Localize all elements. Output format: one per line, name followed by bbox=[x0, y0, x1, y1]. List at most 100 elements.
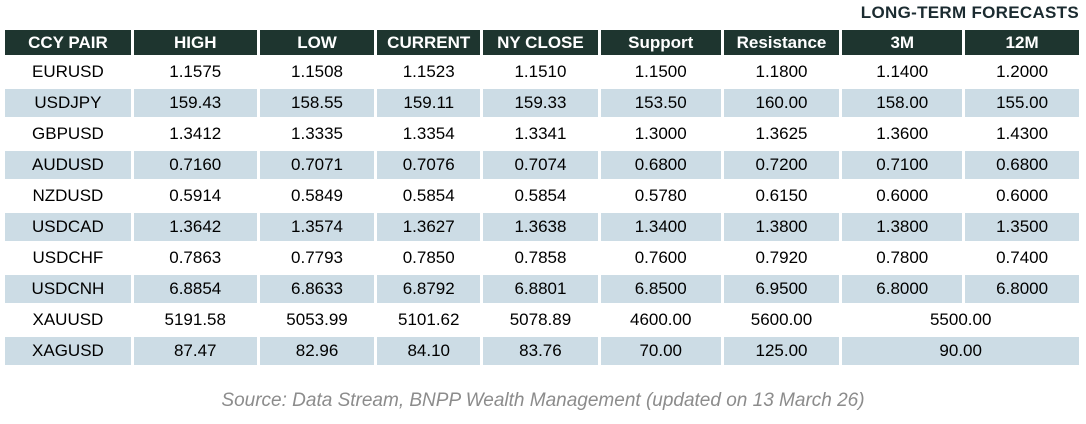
forecast-3m-cell: 0.6000 bbox=[876, 186, 929, 205]
current-cell: 0.7850 bbox=[402, 248, 455, 267]
high-cell: 5191.58 bbox=[164, 310, 226, 329]
forecast-12m-cell: 0.7400 bbox=[996, 248, 1049, 267]
table-row-gbpusd: GBPUSD 1.3412 1.3335 1.3354 1.3341 1.3000 1.36… bbox=[5, 120, 1079, 148]
column-header-12m: 12M bbox=[965, 30, 1079, 55]
column-header-resistance: Resistance bbox=[723, 30, 840, 55]
support-cell: 0.6800 bbox=[600, 151, 721, 179]
column-header-ny-close: NY CLOSE bbox=[483, 30, 598, 55]
ccy-pair-cell: XAUUSD bbox=[32, 310, 104, 329]
low-cell: 158.55 bbox=[259, 89, 375, 117]
ccy-pair-cell: USDJPY bbox=[5, 89, 131, 117]
forecast-merged-cell: 90.00 bbox=[842, 337, 1079, 365]
table-row-usdcad: USDCAD 1.3642 1.3574 1.3627 1.3638 1.3400 1.38… bbox=[5, 213, 1079, 241]
ccy-pair-cell: USDCNH bbox=[5, 275, 131, 303]
table-row-nzdusd: NZDUSD 0.5914 0.5849 0.5854 0.5854 0.5780 0.61… bbox=[5, 182, 1079, 210]
ccy-pair-cell: AUDUSD bbox=[5, 151, 131, 179]
high-cell: 1.1575 bbox=[169, 62, 222, 81]
resistance-cell: 0.6150 bbox=[755, 186, 808, 205]
ccy-pair-cell: EURUSD bbox=[32, 62, 104, 81]
high-cell: 6.8854 bbox=[133, 275, 257, 303]
ny-close-cell: 159.33 bbox=[483, 89, 598, 117]
current-cell: 0.5854 bbox=[402, 186, 455, 205]
support-cell: 0.5780 bbox=[634, 186, 687, 205]
low-cell: 6.8633 bbox=[259, 275, 375, 303]
column-header-low: LOW bbox=[259, 30, 375, 55]
high-cell: 1.3412 bbox=[169, 124, 222, 143]
forecast-12m-cell: 0.6000 bbox=[996, 186, 1049, 205]
resistance-cell: 5600.00 bbox=[750, 310, 813, 329]
table-row-usdjpy: USDJPY 159.43 158.55 159.11 159.33 153.50 160.… bbox=[5, 89, 1079, 117]
table-row-xagusd: XAGUSD 87.47 82.96 84.10 83.76 70.00 125.00 90.… bbox=[5, 337, 1079, 365]
current-cell: 1.1523 bbox=[402, 62, 455, 81]
ny-close-cell: 5078.89 bbox=[509, 310, 572, 329]
ny-close-cell: 6.8801 bbox=[483, 275, 598, 303]
high-cell: 0.7160 bbox=[133, 151, 257, 179]
current-cell: 1.3354 bbox=[402, 124, 455, 143]
ny-close-cell: 0.7858 bbox=[514, 248, 567, 267]
support-cell: 153.50 bbox=[600, 89, 721, 117]
forecast-12m-cell: 1.4300 bbox=[996, 124, 1049, 143]
forecast-12m-cell: 1.3500 bbox=[965, 213, 1079, 241]
support-cell: 70.00 bbox=[600, 337, 721, 365]
forecast-3m-cell: 158.00 bbox=[842, 89, 963, 117]
table-header: CCY PAIR HIGH LOW CURRENT NY CLOSE Suppo… bbox=[5, 30, 1079, 55]
support-cell: 6.8500 bbox=[600, 275, 721, 303]
forecast-12m-cell: 1.2000 bbox=[996, 62, 1049, 81]
low-cell: 1.1508 bbox=[291, 62, 344, 81]
current-cell: 0.7076 bbox=[377, 151, 481, 179]
forecast-3m-cell: 0.7800 bbox=[876, 248, 929, 267]
high-cell: 0.7863 bbox=[169, 248, 222, 267]
forecast-3m-cell: 0.7100 bbox=[842, 151, 963, 179]
low-cell: 0.7071 bbox=[259, 151, 375, 179]
ny-close-cell: 0.7074 bbox=[483, 151, 598, 179]
resistance-cell: 1.3625 bbox=[755, 124, 808, 143]
table-row-audusd: AUDUSD 0.7160 0.7071 0.7076 0.7074 0.6800 0.72… bbox=[5, 151, 1079, 179]
forecast-merged-cell: 5500.00 bbox=[929, 310, 992, 329]
table-row-usdcnh: USDCNH 6.8854 6.8633 6.8792 6.8801 6.8500 6.95… bbox=[5, 275, 1079, 303]
column-header-current: CURRENT bbox=[377, 30, 481, 55]
current-cell: 84.10 bbox=[377, 337, 481, 365]
ny-close-cell: 1.1510 bbox=[514, 62, 567, 81]
current-cell: 5101.62 bbox=[398, 310, 460, 329]
low-cell: 82.96 bbox=[259, 337, 375, 365]
forecast-12m-cell: 6.8000 bbox=[965, 275, 1079, 303]
high-cell: 1.3642 bbox=[133, 213, 257, 241]
forecast-3m-cell: 1.3800 bbox=[842, 213, 963, 241]
long-term-forecasts-label: LONG-TERM FORECASTS bbox=[860, 3, 1079, 22]
support-cell: 1.1500 bbox=[634, 62, 687, 81]
forecast-12m-cell: 155.00 bbox=[965, 89, 1079, 117]
source-note: Source: Data Stream, BNPP Wealth Managem… bbox=[221, 390, 865, 411]
low-cell: 1.3574 bbox=[259, 213, 375, 241]
resistance-cell: 160.00 bbox=[723, 89, 840, 117]
forecast-12m-cell: 0.6800 bbox=[965, 151, 1079, 179]
resistance-cell: 1.3800 bbox=[723, 213, 840, 241]
current-cell: 159.11 bbox=[377, 89, 481, 117]
table-row-eurusd: EURUSD 1.1575 1.1508 1.1523 1.1510 1.1500 1.18… bbox=[5, 58, 1079, 86]
column-header-high: HIGH bbox=[133, 30, 257, 55]
ccy-pair-cell: USDCAD bbox=[5, 213, 131, 241]
table-row-usdchf: USDCHF 0.7863 0.7793 0.7850 0.7858 0.7600 0.79… bbox=[5, 244, 1079, 272]
ccy-pair-cell: USDCHF bbox=[32, 248, 104, 267]
table-row-xauusd: XAUUSD 5191.58 5053.99 5101.62 5078.89 4600.0… bbox=[5, 306, 1079, 334]
forecast-3m-cell: 1.3600 bbox=[876, 124, 929, 143]
column-header-support: Support bbox=[600, 30, 721, 55]
support-cell: 0.7600 bbox=[634, 248, 687, 267]
current-cell: 6.8792 bbox=[377, 275, 481, 303]
low-cell: 5053.99 bbox=[286, 310, 348, 329]
high-cell: 87.47 bbox=[133, 337, 257, 365]
column-header-3m: 3M bbox=[842, 30, 963, 55]
resistance-cell: 0.7920 bbox=[755, 248, 808, 267]
support-cell: 1.3000 bbox=[634, 124, 687, 143]
table-body: EURUSD 1.1575 1.1508 1.1523 1.1510 1.1500 1.18… bbox=[5, 58, 1079, 365]
current-cell: 1.3627 bbox=[377, 213, 481, 241]
support-cell: 1.3400 bbox=[600, 213, 721, 241]
high-cell: 0.5914 bbox=[169, 186, 222, 205]
column-header-ccy-pair: CCY PAIR bbox=[5, 30, 131, 55]
resistance-cell: 6.9500 bbox=[723, 275, 840, 303]
ccy-pair-cell: NZDUSD bbox=[32, 186, 104, 205]
low-cell: 1.3335 bbox=[291, 124, 344, 143]
forecast-3m-cell: 6.8000 bbox=[842, 275, 963, 303]
resistance-cell: 0.7200 bbox=[723, 151, 840, 179]
forecast-3m-cell: 1.1400 bbox=[876, 62, 929, 81]
